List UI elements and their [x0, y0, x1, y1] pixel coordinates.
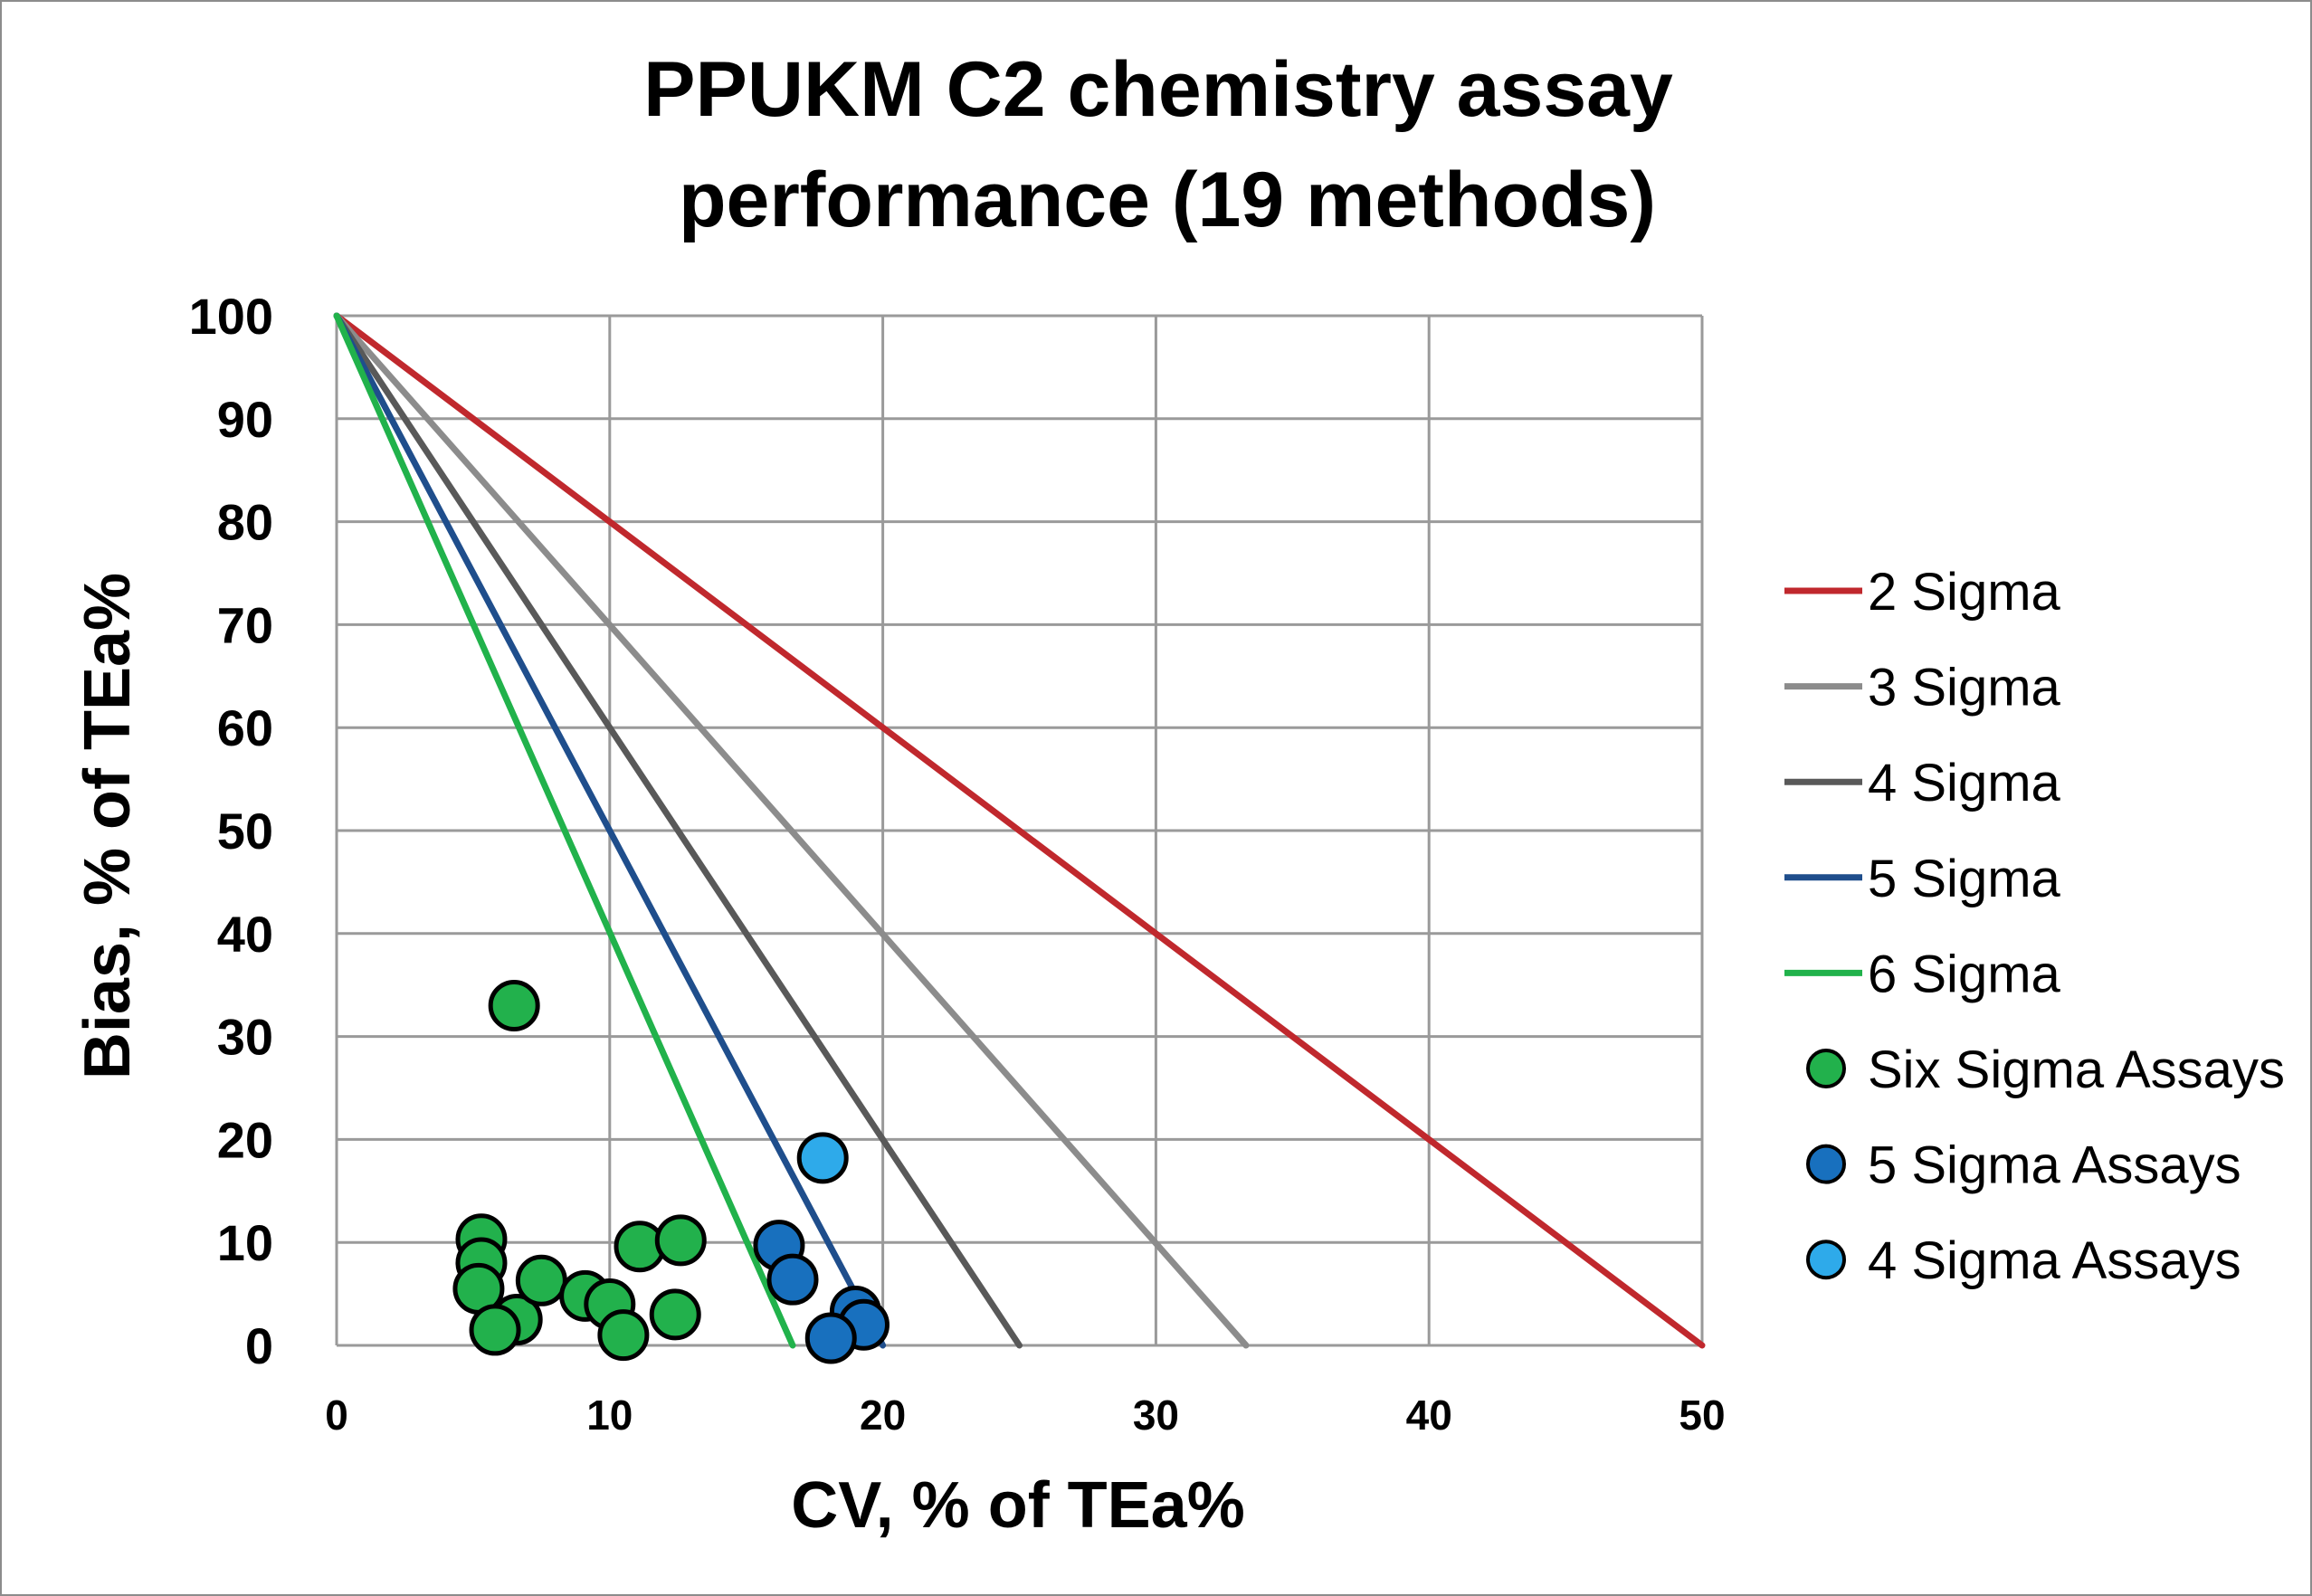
legend-label-4-sigma: 4 Sigma [1868, 754, 2061, 812]
gridlines [335, 314, 1704, 1347]
y-tick-label-30: 30 [217, 1009, 273, 1066]
legend-marker-4-sigma-assays [1806, 1240, 1846, 1280]
y-tick-label-100: 100 [189, 288, 273, 345]
point-six-sigma-assays-13 [649, 1288, 701, 1341]
y-tick-label-40: 40 [217, 906, 273, 963]
y-tick-labels: 0 10 20 30 40 50 60 70 80 90 100 [189, 288, 273, 1374]
sigma-lines [333, 312, 1706, 1349]
chart-title-line-1: PPUKM C2 chemistry assay [643, 46, 1673, 133]
legend-label-4-sigma-assays: 4 Sigma Assays [1868, 1231, 2241, 1290]
legend-label-6-sigma: 6 Sigma [1868, 945, 2061, 1003]
y-axis-label: Bias, % of TEa% [71, 573, 144, 1079]
x-tick-label-0: 0 [325, 1392, 348, 1439]
legend-label-5-sigma: 5 Sigma [1868, 850, 2061, 908]
point-six-sigma-assays-1 [488, 979, 540, 1031]
line-6-sigma [333, 312, 796, 1349]
y-tick-label-0: 0 [245, 1317, 273, 1374]
chart-title-line-2: performance (19 methods) [679, 157, 1656, 243]
legend-label-3-sigma: 3 Sigma [1868, 659, 2061, 717]
y-tick-label-80: 80 [217, 494, 273, 551]
legend: 2 Sigma 3 Sigma 4 Sigma 5 Sigma 6 Sigma Six S… [1784, 563, 2285, 1290]
line-4-sigma [333, 312, 1023, 1349]
point-4-sigma-assays-1 [796, 1132, 849, 1184]
point-5-sigma-assays-2 [766, 1253, 819, 1306]
point-5-sigma-assays-5 [804, 1312, 857, 1364]
x-tick-label-30: 30 [1133, 1392, 1179, 1439]
x-tick-label-10: 10 [586, 1392, 633, 1439]
y-tick-label-10: 10 [217, 1214, 273, 1271]
y-tick-label-90: 90 [217, 391, 273, 448]
x-axis-label: CV, % of TEa% [791, 1469, 1244, 1542]
x-tick-label-20: 20 [860, 1392, 906, 1439]
legend-label-5-sigma-assays: 5 Sigma Assays [1868, 1136, 2241, 1195]
x-tick-label-50: 50 [1679, 1392, 1725, 1439]
line-5-sigma [333, 312, 887, 1349]
point-six-sigma-assays-6 [469, 1304, 521, 1356]
x-tick-labels: 0 10 20 30 40 50 [325, 1392, 1725, 1439]
point-six-sigma-assays-7 [515, 1254, 567, 1306]
y-tick-label-50: 50 [217, 803, 273, 860]
legend-label-2-sigma: 2 Sigma [1868, 563, 2061, 622]
y-tick-label-60: 60 [217, 699, 273, 756]
point-six-sigma-assays-10 [597, 1309, 650, 1362]
x-tick-label-40: 40 [1406, 1392, 1452, 1439]
y-tick-label-20: 20 [217, 1111, 273, 1168]
legend-marker-5-sigma-assays [1806, 1144, 1846, 1184]
y-tick-label-70: 70 [217, 596, 273, 653]
line-3-sigma [333, 312, 1250, 1349]
legend-label-six-sigma-assays: Six Sigma Assays [1868, 1040, 2285, 1099]
data-points [452, 979, 890, 1364]
line-2-sigma [333, 312, 1706, 1349]
legend-marker-six-sigma-assays [1806, 1049, 1846, 1088]
point-six-sigma-assays-12 [654, 1214, 707, 1267]
